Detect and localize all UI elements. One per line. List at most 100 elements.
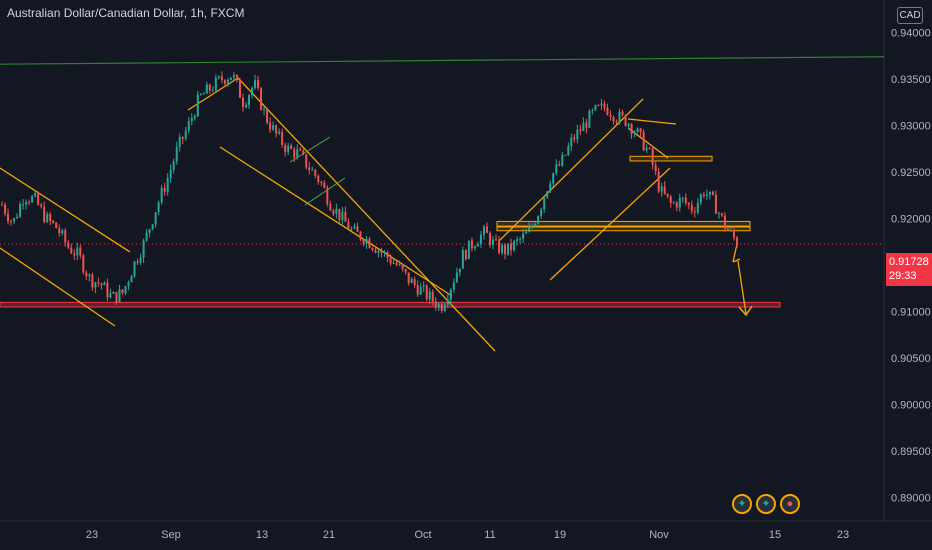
channel-line[interactable] xyxy=(0,167,131,253)
candle xyxy=(461,246,464,269)
support-zone[interactable] xyxy=(0,301,781,308)
candle xyxy=(115,291,118,305)
candle xyxy=(621,109,624,117)
candle xyxy=(22,199,25,210)
economic-events[interactable]: ✦ ✦ ● xyxy=(732,494,800,514)
event-icon[interactable]: ● xyxy=(780,494,800,514)
candle xyxy=(362,238,365,247)
au-flag-event-icon[interactable]: ✦ xyxy=(732,494,752,514)
candle xyxy=(428,287,431,304)
candle xyxy=(82,253,85,275)
candle xyxy=(684,193,687,206)
candle xyxy=(736,236,738,248)
candle xyxy=(353,223,356,230)
candle xyxy=(217,75,220,80)
channel-line[interactable] xyxy=(237,77,496,352)
price-tick-label: 0.92000 xyxy=(891,214,931,226)
candle xyxy=(169,164,172,184)
time-axis[interactable]: 23 Sep 13 21 Oct 11 19 Nov 15 23 xyxy=(86,529,849,541)
candle xyxy=(531,222,534,230)
candle xyxy=(573,133,576,143)
candle xyxy=(211,86,214,93)
currency-badge[interactable]: CAD xyxy=(897,7,923,24)
candle xyxy=(446,294,449,309)
candle xyxy=(118,284,121,303)
candle xyxy=(320,180,323,187)
candle xyxy=(85,270,88,280)
candle xyxy=(413,276,416,288)
channel-line[interactable] xyxy=(549,167,671,281)
candle xyxy=(564,154,567,156)
candle xyxy=(558,160,561,167)
candle xyxy=(519,237,522,244)
candle xyxy=(585,119,588,134)
channel-line[interactable] xyxy=(499,98,644,241)
candle xyxy=(142,238,145,263)
candle xyxy=(485,222,488,234)
candle xyxy=(392,258,395,265)
time-tick-label: Sep xyxy=(161,529,181,541)
candle xyxy=(40,202,43,209)
candle xyxy=(588,109,591,129)
candle xyxy=(648,146,651,150)
minor-channel-line[interactable] xyxy=(304,177,346,206)
candle xyxy=(166,173,169,196)
candle xyxy=(338,208,341,225)
candle xyxy=(58,224,61,237)
channel-line[interactable] xyxy=(219,146,453,297)
candle xyxy=(314,168,317,179)
candle xyxy=(4,202,7,217)
candle xyxy=(49,211,52,225)
projection-line[interactable] xyxy=(737,260,747,315)
candle xyxy=(567,142,570,157)
price-tick-label: 0.90000 xyxy=(891,400,931,412)
candle xyxy=(720,212,723,218)
price-zone[interactable] xyxy=(496,220,751,228)
candle xyxy=(687,202,690,210)
price-tick-label: 0.89000 xyxy=(891,493,931,505)
candle xyxy=(67,239,70,250)
projection-line[interactable] xyxy=(732,243,738,263)
candle xyxy=(473,245,476,251)
candle xyxy=(356,222,359,232)
candle xyxy=(434,297,437,311)
candle xyxy=(431,289,434,306)
drawing-layer[interactable] xyxy=(0,56,885,352)
last-price-tag: 0.91728 29:33 xyxy=(886,253,932,286)
resistance-trendline[interactable] xyxy=(0,56,885,65)
candle xyxy=(639,128,642,137)
wedge-line[interactable] xyxy=(627,118,677,125)
candle xyxy=(251,86,254,99)
candle xyxy=(543,197,546,214)
candle xyxy=(612,115,615,125)
candle xyxy=(88,273,91,282)
minor-channel-line[interactable] xyxy=(289,136,331,163)
candle xyxy=(106,278,109,302)
candle xyxy=(263,106,266,116)
target-arrow[interactable] xyxy=(738,305,753,317)
candle xyxy=(214,74,217,93)
price-tick-label: 0.92500 xyxy=(891,167,931,179)
price-tick-label: 0.89500 xyxy=(891,446,931,458)
candle xyxy=(443,301,446,313)
candle xyxy=(347,218,350,230)
candle xyxy=(467,240,470,260)
time-tick-label: 13 xyxy=(256,529,268,541)
price-zone[interactable] xyxy=(629,155,713,162)
candle xyxy=(326,185,329,207)
projection-line[interactable] xyxy=(732,258,741,263)
candle xyxy=(416,280,419,298)
candle xyxy=(377,249,380,258)
trend-line[interactable] xyxy=(187,77,239,111)
price-zone[interactable] xyxy=(496,225,751,232)
candle xyxy=(609,110,612,121)
candle xyxy=(458,268,461,277)
channel-line[interactable] xyxy=(0,247,116,327)
candle xyxy=(452,278,455,294)
candle xyxy=(651,146,654,170)
au-flag-event-icon[interactable]: ✦ xyxy=(756,494,776,514)
candle xyxy=(160,184,163,205)
candle xyxy=(455,267,458,283)
candle xyxy=(657,167,660,194)
